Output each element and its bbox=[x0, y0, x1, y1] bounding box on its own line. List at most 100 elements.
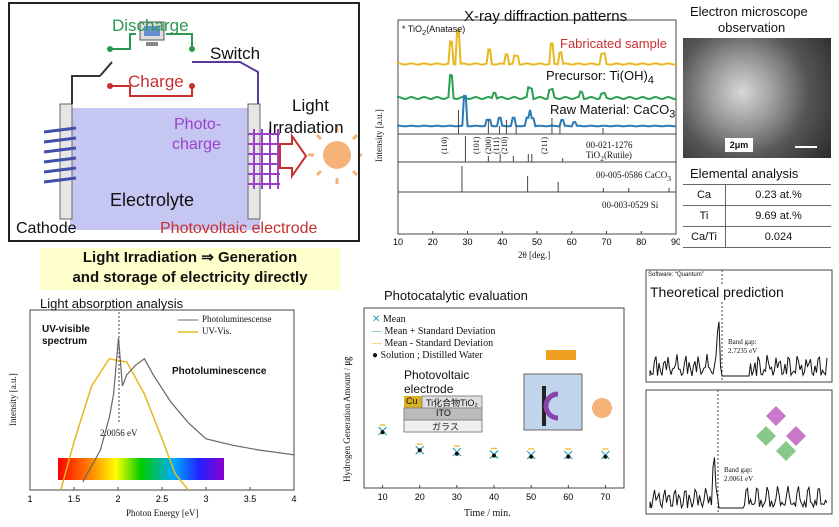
xrd-hkl-101: (101) bbox=[472, 136, 481, 154]
xrd-xlabel: 2θ [deg.] bbox=[518, 250, 551, 260]
table-row: Ca 0.23 at.% bbox=[683, 184, 831, 206]
theory-software: Software: “Quantum” bbox=[648, 272, 704, 278]
electrolyte-region bbox=[70, 108, 260, 230]
xrd-tick-label: 20 bbox=[428, 237, 438, 247]
xrd-tick-label: 30 bbox=[462, 237, 472, 247]
photoluminescence-line bbox=[82, 337, 295, 483]
photocat-title: Photocatalytic evaluation bbox=[384, 288, 528, 303]
uv-label-2: spectrum bbox=[42, 336, 88, 347]
water-point bbox=[454, 451, 459, 456]
photovoltaic-electrode-label: Photovoltaic electrode bbox=[160, 220, 318, 237]
legend-mean-minus: — Mean - Standard Deviation bbox=[372, 338, 494, 349]
xrd-chart: 10 20 30 40 50 60 70 80 90 bbox=[393, 19, 681, 247]
sem-scale-line bbox=[795, 146, 817, 148]
xrd-ref3-label: 00-003-0529 Si bbox=[602, 200, 659, 210]
pc-tick-label: 70 bbox=[600, 492, 610, 502]
pc-tick-label: 60 bbox=[563, 492, 573, 502]
pl-label: Photoluminescence bbox=[172, 366, 267, 377]
xrd-ylabel: Intensity [a.u.] bbox=[374, 109, 384, 162]
pc-tick-label: 30 bbox=[452, 492, 462, 502]
water-point bbox=[566, 454, 571, 459]
xrd-title: X-ray diffraction patterns bbox=[464, 8, 628, 25]
caption-line-1: Light Irradiation ⇒ Generation bbox=[82, 249, 298, 266]
elemental-table: Ca 0.23 at.% Ti 9.69 at.% Ca/Ti 0.024 bbox=[683, 184, 831, 248]
photo-grid bbox=[248, 129, 280, 189]
abs-tick-label: 2.5 bbox=[156, 494, 169, 504]
sem-scale-bar: 2μm bbox=[725, 138, 753, 152]
water-point bbox=[492, 453, 496, 458]
elem-label: Ca/Ti bbox=[683, 226, 726, 248]
water-point bbox=[603, 454, 608, 459]
xrd-hkl-210: (210) bbox=[500, 136, 509, 154]
charge-label: Charge bbox=[128, 72, 184, 91]
light-label-2: Irradiation bbox=[268, 118, 344, 137]
layer-stack bbox=[403, 395, 483, 433]
elemental-title: Elemental analysis bbox=[690, 166, 799, 181]
pc-tick-label: 20 bbox=[415, 492, 425, 502]
electrode-label-2: electrode bbox=[404, 382, 454, 396]
photocat-ylabel: Hydrogen Generation Amount / ㎍ bbox=[342, 356, 352, 482]
absorption-panel: 1 1.5 2 2.5 3 3.5 4 Light absorption analysis … bbox=[2, 296, 302, 522]
computer-icon bbox=[139, 21, 165, 46]
theory-panel: Theoretical prediction Software: “Quantu… bbox=[636, 266, 834, 520]
layer-tio2: Ti化合物TiO₂ bbox=[426, 398, 478, 408]
theory-title: Theoretical prediction bbox=[650, 284, 784, 300]
battery-cell-diagram: Discharge Charge Switch Light Irradiatio… bbox=[8, 2, 362, 242]
xrd-ref2-label: 00-005-0586 CaCO3 bbox=[596, 170, 671, 183]
xrd-precursor-line bbox=[397, 73, 677, 101]
sun-icon bbox=[308, 126, 362, 184]
cathode-coil bbox=[43, 126, 77, 184]
caption-box: Light Irradiation ⇒ Generation and stora… bbox=[40, 248, 340, 290]
cell-drawing bbox=[43, 21, 362, 230]
pc-tick-label: 40 bbox=[489, 492, 499, 502]
legend-mean-plus: — Mean + Standard Deviation bbox=[372, 326, 496, 337]
legend-uv: UV-Vis. bbox=[202, 326, 232, 336]
gap1-label: Band gap: bbox=[728, 338, 757, 346]
table-row: Ca/Ti 0.024 bbox=[683, 226, 831, 248]
pc-tick-label: 50 bbox=[526, 492, 536, 502]
apparatus-diagram bbox=[523, 350, 612, 431]
water-point bbox=[417, 448, 422, 453]
photocat-panel: 10 20 30 40 50 60 70 Photocatalytic evaluation… bbox=[336, 286, 628, 522]
switch-label: Switch bbox=[210, 44, 261, 63]
abs-tick-label: 1.5 bbox=[68, 494, 81, 504]
elem-value: 0.23 at.% bbox=[725, 184, 831, 206]
uv-label-1: UV-visible bbox=[42, 324, 90, 335]
abs-tick-label: 2 bbox=[115, 494, 120, 504]
peak-label: 2.0056 eV bbox=[100, 428, 138, 438]
xrd-tick-label: 60 bbox=[567, 237, 577, 247]
gap2-label: Band gap: bbox=[724, 466, 753, 474]
legend-mean: ✕ Mean bbox=[372, 314, 406, 325]
legend-pl: Photoluminescense bbox=[202, 314, 272, 324]
photocharge-label-2: charge bbox=[172, 136, 221, 153]
spectrum-bar bbox=[58, 458, 224, 480]
water-point bbox=[380, 430, 385, 435]
layer-glass: ガラス bbox=[432, 422, 459, 432]
photocharge-label-1: Photo- bbox=[174, 116, 222, 133]
sem-title-1: Electron microscope bbox=[690, 4, 808, 19]
legend-water: ● Solution ; Distilled Water bbox=[372, 350, 483, 361]
gap1-value: 2.7235 eV bbox=[728, 347, 758, 355]
cathode-plate bbox=[59, 103, 73, 220]
light-label-1: Light bbox=[292, 96, 329, 115]
xrd-panel: 10 20 30 40 50 60 70 80 90 X-ray diffraction pat… bbox=[368, 2, 681, 264]
layer-cu: Cu bbox=[406, 396, 418, 406]
abs-tick-label: 4 bbox=[291, 494, 296, 504]
absorption-xlabel: Photon Energy [eV] bbox=[126, 508, 199, 518]
elem-value: 9.69 at.% bbox=[725, 205, 831, 227]
abs-tick-label: 3 bbox=[203, 494, 208, 504]
pc-tick-label: 10 bbox=[378, 492, 388, 502]
elem-value: 0.024 bbox=[725, 226, 831, 248]
photocat-xlabel: Time / min. bbox=[464, 508, 511, 519]
caption-line-2: and storage of electricity directly bbox=[72, 269, 308, 286]
sem-image: 2μm bbox=[683, 38, 831, 158]
elem-label: Ca bbox=[683, 184, 726, 206]
xrd-tick-label: 40 bbox=[497, 237, 507, 247]
discharge-label: Discharge bbox=[112, 16, 189, 35]
xrd-tick-label: 50 bbox=[532, 237, 542, 247]
xrd-fabricated-label: Fabricated sample bbox=[560, 36, 667, 51]
xrd-raw-line bbox=[397, 94, 677, 128]
water-point bbox=[529, 454, 534, 459]
xrd-tick-label: 90 bbox=[671, 237, 680, 247]
abs-tick-label: 3.5 bbox=[244, 494, 257, 504]
